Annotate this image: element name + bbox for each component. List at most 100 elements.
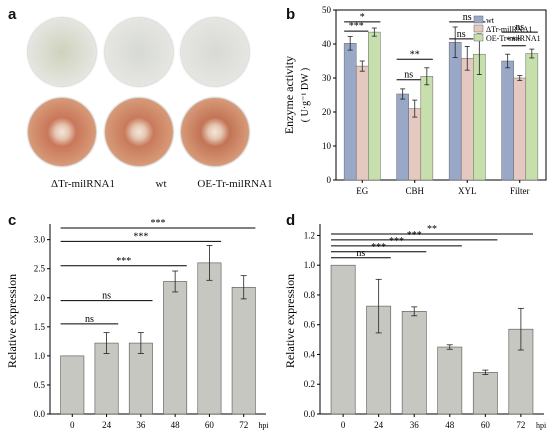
y-tick-label: 1.0	[304, 260, 316, 270]
bar-CBH-1	[408, 108, 422, 181]
significance-label: *	[360, 12, 365, 23]
chart-d-relative-expression: 0.00.20.40.60.81.01.20 24 36 48 60 72 hpins***…	[283, 224, 547, 430]
y-tick-label: 0.6	[304, 320, 316, 330]
y-tick-label: 0	[327, 175, 332, 185]
y-tick-label: 1.0	[34, 351, 46, 361]
significance-label: ns	[102, 291, 111, 302]
x-tick-label: 72	[516, 420, 525, 430]
y-tick-label: 1.5	[34, 322, 46, 332]
x-tick-label: 0	[341, 420, 346, 430]
bar-XYL-0	[448, 42, 462, 181]
legend-swatch	[473, 24, 484, 33]
y-tick-label: 0.0	[34, 409, 46, 419]
y-axis-label: Relative expression	[283, 274, 297, 368]
plate-top-2	[181, 18, 249, 86]
y-tick-label: 20	[322, 107, 332, 117]
plate-bottom-2	[181, 98, 249, 166]
significance-label: **	[410, 49, 420, 60]
significance-label: **	[427, 224, 437, 235]
significance-label: ***	[133, 231, 148, 242]
plate-top-0	[28, 18, 96, 86]
y-axis-units: ( U·g⁻¹ DW )	[300, 68, 311, 122]
x-unit-label: hpi	[258, 421, 269, 430]
legend-swatch	[473, 15, 484, 24]
y-axis-label: Relative expression	[5, 274, 19, 368]
legend-label: ΔTr-milRNA1	[486, 25, 532, 34]
bar-XYL-1	[460, 58, 474, 181]
plate-bottom-1	[105, 98, 173, 166]
x-tick-label: CBH	[405, 186, 424, 196]
x-tick-label: XYL	[458, 186, 477, 196]
plate-label-overexpression: OE-Tr-milRNA1	[197, 178, 273, 190]
bar-60	[472, 372, 498, 415]
significance-label: ns	[457, 29, 466, 40]
y-tick-label: 0.5	[34, 380, 46, 390]
significance-label: ns	[463, 12, 472, 23]
bar-72	[231, 286, 256, 415]
x-unit-label: hpi	[536, 421, 547, 430]
x-tick-label: 72	[239, 420, 248, 430]
panel-letter-c: c	[8, 212, 17, 229]
significance-label: ***	[506, 36, 521, 47]
bar-EG-2	[368, 31, 381, 181]
x-tick-label: 24	[102, 420, 112, 430]
plate-label-knockout: ΔTr-milRNA1	[51, 178, 115, 190]
x-tick-label: 36	[410, 420, 420, 430]
significance-label: ***	[389, 236, 404, 247]
plate-top-1	[105, 18, 173, 86]
bar-EG-1	[355, 65, 369, 181]
y-tick-label: 3.0	[34, 235, 46, 245]
bar-60	[197, 262, 222, 415]
bar-Filter-0	[501, 60, 514, 181]
y-tick-label: 1.2	[304, 230, 315, 240]
y-tick-label: 30	[322, 73, 332, 83]
legend-swatch	[473, 33, 484, 42]
x-tick-label: Filter	[510, 186, 530, 196]
significance-label: ***	[151, 218, 166, 229]
x-tick-label: 48	[171, 420, 181, 430]
significance-label: ns	[356, 248, 365, 259]
y-tick-label: 0.8	[304, 290, 316, 300]
plate-label-wt: wt	[155, 178, 167, 190]
significance-label: ***	[407, 230, 422, 241]
panel-letter-a: a	[8, 6, 17, 23]
significance-label: ***	[349, 21, 364, 32]
bar-CBH-2	[420, 76, 434, 181]
panel-letter-b: b	[286, 6, 296, 23]
x-tick-label: 36	[136, 420, 146, 430]
y-tick-label: 0.4	[304, 349, 316, 359]
plate-bottom-0	[28, 98, 96, 166]
plot-frame	[335, 9, 547, 181]
bar-Filter-1	[513, 77, 527, 181]
y-tick-label: 0.0	[304, 409, 316, 419]
significance-label: ***	[116, 256, 131, 267]
legend-label: OE-Tr-milRNA1	[486, 34, 541, 43]
bar-0	[60, 355, 85, 415]
bar-36	[401, 311, 427, 415]
x-tick-label: 60	[481, 420, 491, 430]
bar-CBH-0	[396, 93, 409, 181]
x-tick-label: 0	[70, 420, 75, 430]
y-tick-label: 10	[322, 141, 332, 151]
x-tick-label: 60	[205, 420, 215, 430]
legend-label: wt	[486, 16, 495, 25]
y-tick-label: 0.2	[304, 379, 315, 389]
panel-letter-d: d	[286, 212, 296, 229]
y-tick-label: 50	[322, 5, 332, 15]
bar-48	[163, 281, 188, 415]
bar-0	[330, 264, 356, 415]
bar-48	[437, 346, 463, 415]
significance-label: ns	[515, 22, 524, 33]
x-tick-label: 24	[374, 420, 384, 430]
chart-c-relative-expression: 0.0 0.5 1.0 1.5 2.0 2.5 3.0 0 24 36 48 60 72 hpi ns ns *…	[5, 218, 269, 430]
significance-label: ns	[404, 70, 413, 81]
y-tick-label: 2.5	[34, 264, 46, 274]
y-tick-label: 40	[322, 39, 332, 49]
x-tick-label: 48	[445, 420, 455, 430]
y-tick-label: 2.0	[34, 293, 46, 303]
significance-label: ns	[85, 314, 94, 325]
y-axis-label: Enzyme activity	[282, 56, 296, 134]
x-tick-label: EG	[356, 186, 368, 196]
bar-EG-0	[343, 43, 357, 181]
bar-Filter-2	[525, 53, 539, 181]
